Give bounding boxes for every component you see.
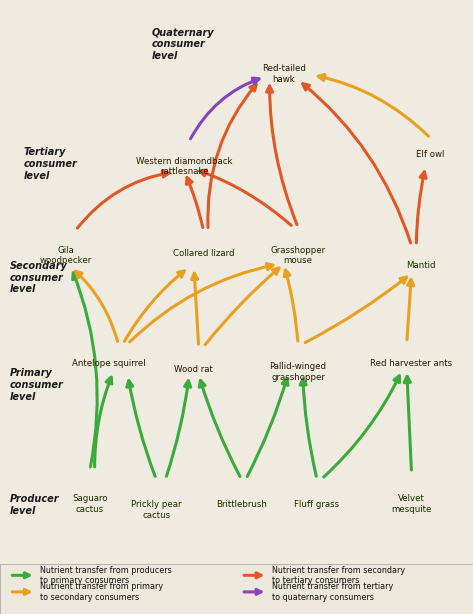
Text: Nutrient transfer from tertiary
to quaternary consumers: Nutrient transfer from tertiary to quate… bbox=[272, 582, 393, 602]
Text: Grasshopper
mouse: Grasshopper mouse bbox=[271, 246, 325, 265]
Text: Gila
woodpecker: Gila woodpecker bbox=[40, 246, 92, 265]
Text: Wood rat: Wood rat bbox=[175, 365, 213, 375]
Text: Red-tailed
hawk: Red-tailed hawk bbox=[262, 64, 306, 84]
Text: Brittlebrush: Brittlebrush bbox=[216, 500, 267, 510]
Text: Pallid-winged
grasshopper: Pallid-winged grasshopper bbox=[270, 362, 326, 382]
Text: Elf owl: Elf owl bbox=[416, 150, 445, 160]
Text: Primary
consumer
level: Primary consumer level bbox=[9, 368, 63, 402]
Text: Velvet
mesquite: Velvet mesquite bbox=[391, 494, 432, 514]
Text: Tertiary
consumer
level: Tertiary consumer level bbox=[24, 147, 78, 181]
Text: Nutrient transfer from secondary
to tertiary consumers: Nutrient transfer from secondary to tert… bbox=[272, 565, 405, 585]
FancyBboxPatch shape bbox=[0, 564, 473, 614]
Text: Nutrient transfer from producers
to primary consumers: Nutrient transfer from producers to prim… bbox=[40, 565, 172, 585]
Text: Producer
level: Producer level bbox=[9, 494, 59, 516]
Text: Fluff grass: Fluff grass bbox=[294, 500, 340, 510]
Text: Collared lizard: Collared lizard bbox=[173, 249, 234, 258]
Text: Prickly pear
cactus: Prickly pear cactus bbox=[131, 500, 181, 520]
Text: Mantid: Mantid bbox=[406, 261, 436, 270]
Text: Western diamondback
rattlesnake: Western diamondback rattlesnake bbox=[136, 157, 233, 176]
Text: Secondary
consumer
level: Secondary consumer level bbox=[9, 261, 67, 294]
Text: Red harvester ants: Red harvester ants bbox=[370, 359, 453, 368]
Text: Antelope squirrel: Antelope squirrel bbox=[72, 359, 146, 368]
Text: Quaternary
consumer
level: Quaternary consumer level bbox=[151, 28, 214, 61]
Text: Nutrient transfer from primary
to secondary consumers: Nutrient transfer from primary to second… bbox=[40, 582, 163, 602]
Text: Saguaro
cactus: Saguaro cactus bbox=[72, 494, 108, 514]
